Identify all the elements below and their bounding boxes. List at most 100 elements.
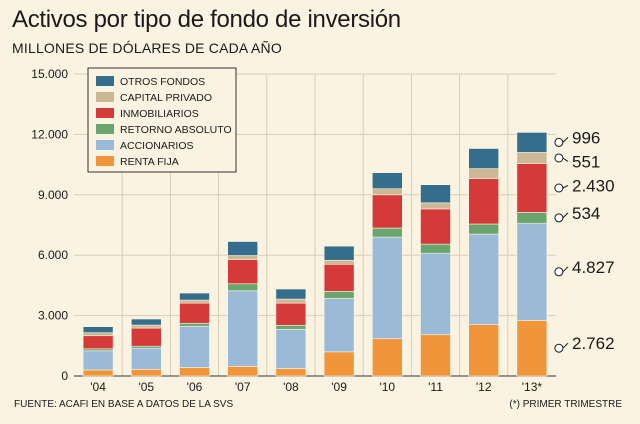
- callout-label: 551: [572, 152, 600, 171]
- bar-otros-fondos: [371, 172, 403, 190]
- legend-swatch-inmobiliarios: [96, 108, 114, 118]
- bar-renta-fija: [323, 351, 355, 377]
- legend-swatch-otros-fondos: [96, 76, 114, 86]
- bar-retorno-absoluto: [227, 283, 258, 292]
- x-tick-label: '09: [331, 380, 347, 394]
- callout-leader: [562, 184, 569, 189]
- callout-dot: [554, 213, 564, 223]
- bar-renta-fija: [468, 324, 500, 377]
- bar-accionarios: [82, 350, 114, 371]
- callout-label: 2.430: [572, 176, 615, 195]
- callout-label: 534: [572, 204, 600, 223]
- bar-accionarios: [468, 233, 500, 325]
- bar-inmobiliarios: [420, 208, 451, 245]
- callout-retorno-absoluto: 534: [554, 204, 600, 223]
- bar-inmobiliarios: [179, 302, 210, 324]
- callout-dot: [554, 183, 564, 193]
- callout-leader: [562, 342, 569, 349]
- y-tick-label: 0: [61, 369, 68, 383]
- x-tick-label: '10: [379, 380, 395, 394]
- callout-label: 2.762: [572, 334, 615, 353]
- y-tick-label: 3.000: [38, 309, 68, 323]
- bar-capital-privado: [371, 188, 403, 196]
- callout-inmobiliarios: 2.430: [554, 176, 615, 195]
- chart-subtitle: MILLONES DE DÓLARES DE CADA AÑO: [12, 40, 282, 56]
- legend-swatch-retorno-absoluto: [96, 124, 114, 134]
- y-tick-label: 6.000: [38, 248, 68, 262]
- x-tick-label: '08: [283, 380, 299, 394]
- bar-inmobiliarios: [468, 178, 500, 225]
- bar-capital-privado: [179, 299, 210, 304]
- x-tick-label: '13*: [522, 380, 543, 394]
- x-tick-label: '11: [428, 380, 443, 394]
- bar-retorno-absoluto: [516, 212, 548, 224]
- bar-renta-fija: [420, 334, 451, 377]
- legend-label-otros-fondos: OTROS FONDOS: [120, 76, 205, 88]
- bar-accionarios: [179, 325, 210, 368]
- callout-otros-fondos: 996: [554, 128, 600, 147]
- bar-retorno-absoluto: [275, 324, 307, 330]
- callout-dot: [554, 343, 564, 353]
- bar-renta-fija: [227, 366, 258, 377]
- callout-dot: [554, 137, 564, 147]
- bar-renta-fija: [275, 368, 307, 377]
- bar-otros-fondos: [131, 318, 162, 326]
- bar-renta-fija: [371, 338, 403, 377]
- bar-capital-privado: [468, 168, 500, 179]
- bar-renta-fija: [82, 369, 114, 377]
- bar-accionarios: [420, 252, 451, 336]
- bar-retorno-absoluto: [468, 223, 500, 235]
- bar-otros-fondos: [420, 184, 451, 204]
- bar-inmobiliarios: [82, 335, 114, 350]
- bar-otros-fondos: [227, 241, 258, 256]
- bar-capital-privado: [323, 259, 355, 265]
- legend-label-accionarios: ACCIONARIOS: [120, 140, 194, 152]
- bar-capital-privado: [420, 202, 451, 210]
- bar-otros-fondos: [275, 288, 307, 300]
- bar-renta-fija: [179, 367, 210, 377]
- callout-leader: [562, 212, 569, 219]
- callout-dot: [554, 153, 564, 163]
- bar-retorno-absoluto: [82, 348, 114, 352]
- bar-capital-privado: [275, 298, 307, 304]
- source-note: FUENTE: ACAFI EN BASE A DATOS DE LA SVS: [14, 399, 234, 410]
- bar-retorno-absoluto: [420, 243, 451, 254]
- bar-accionarios: [227, 290, 258, 367]
- y-tick-label: 15.000: [31, 67, 68, 81]
- callout-label: 4.827: [572, 258, 615, 277]
- bar-retorno-absoluto: [371, 227, 403, 238]
- legend-swatch-capital-privado: [96, 92, 114, 102]
- x-tick-label: '12: [476, 380, 492, 394]
- bar-otros-fondos: [323, 245, 355, 261]
- callout-accionarios: 4.827: [554, 258, 615, 277]
- legend-label-capital-privado: CAPITAL PRIVADO: [120, 92, 212, 104]
- legend-label-renta-fija: RENTA FIJA: [120, 156, 179, 168]
- footnote: (*) PRIMER TRIMESTRE: [509, 399, 622, 410]
- bar-otros-fondos: [82, 326, 114, 334]
- bar-retorno-absoluto: [323, 291, 355, 299]
- callout-leader: [562, 266, 569, 273]
- callout-dot: [554, 267, 564, 277]
- chart-title: Activos por tipo de fondo de inversión: [12, 6, 401, 33]
- x-tick-label: '07: [235, 380, 251, 394]
- callout-leader: [562, 157, 569, 162]
- bar-capital-privado: [227, 255, 258, 260]
- y-tick-label: 9.000: [38, 188, 68, 202]
- bar-renta-fija: [131, 369, 162, 377]
- bar-accionarios: [371, 236, 403, 340]
- x-tick-label: '05: [138, 380, 154, 394]
- callout-capital-privado: 551: [554, 152, 600, 171]
- bar-retorno-absoluto: [131, 345, 162, 349]
- bar-inmobiliarios: [323, 263, 355, 292]
- y-tick-label: 12.000: [31, 127, 68, 141]
- bar-renta-fija: [516, 320, 548, 377]
- bar-accionarios: [275, 328, 307, 369]
- bar-otros-fondos: [468, 148, 500, 169]
- bar-inmobiliarios: [131, 327, 162, 347]
- callout-leader: [562, 137, 569, 143]
- legend-label-inmobiliarios: INMOBILIARIOS: [120, 108, 199, 120]
- bar-retorno-absoluto: [179, 322, 210, 327]
- callout-label: 996: [572, 128, 600, 147]
- bar-otros-fondos: [516, 132, 548, 153]
- legend-swatch-renta-fija: [96, 156, 114, 166]
